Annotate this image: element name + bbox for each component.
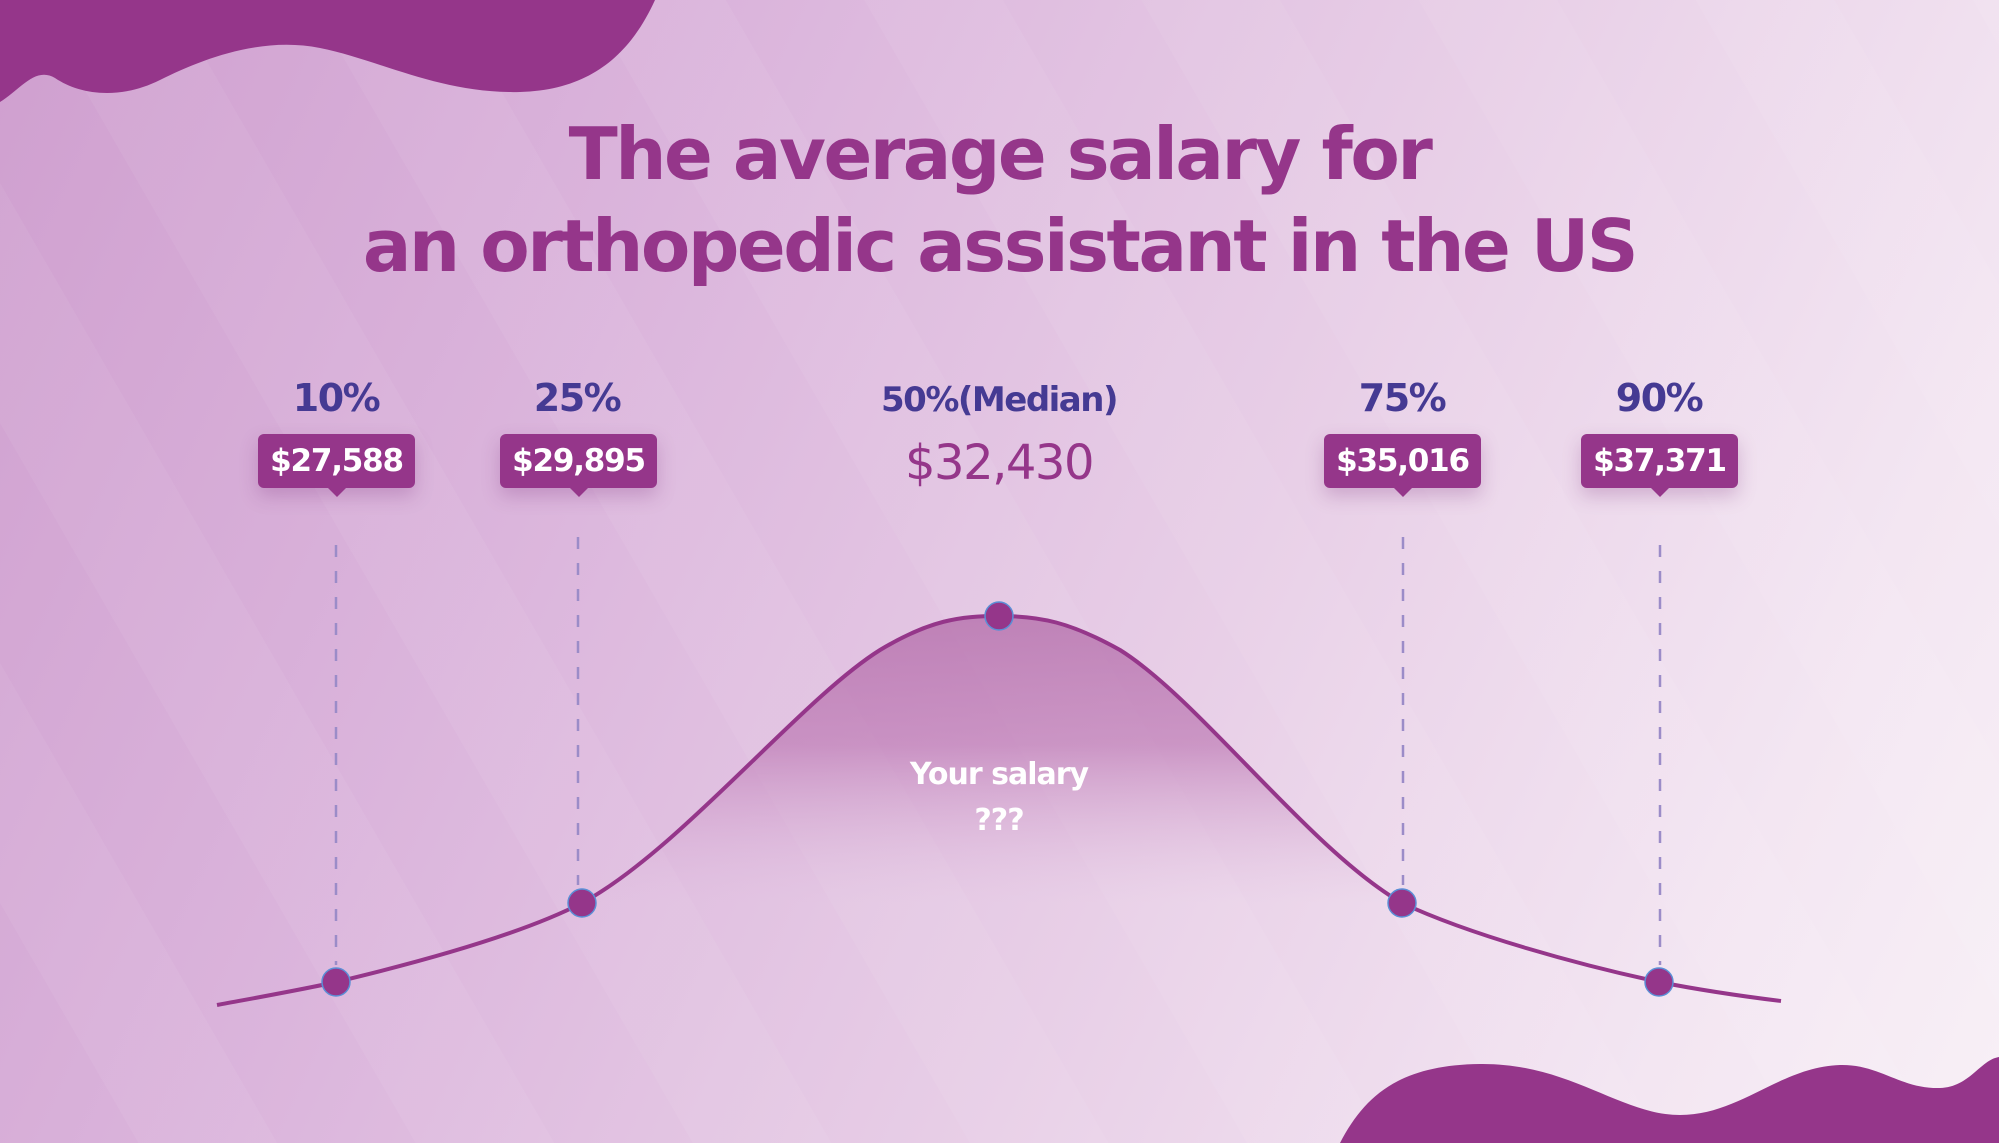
- salary-badge-90: $37,371: [1581, 434, 1738, 497]
- percentile-label-90: 90%: [1615, 376, 1704, 420]
- dot-90: [1644, 967, 1674, 997]
- title-line-1: The average salary for: [568, 112, 1433, 196]
- bottom-right-wave-decoration: [1340, 1057, 1999, 1143]
- percentile-label-10: 10%: [292, 376, 381, 420]
- salary-badge-10: $27,588: [258, 434, 415, 497]
- your-salary-label: Your salary: [909, 757, 1089, 792]
- percentile-label-25: 25%: [533, 376, 622, 420]
- curve-fill: [582, 616, 1402, 903]
- salary-badge-25: $29,895: [500, 434, 657, 497]
- median-salary-value: $32,430: [905, 435, 1095, 491]
- your-salary-annotation: Your salary ???: [849, 752, 1149, 844]
- percentile-label-75: 75%: [1358, 376, 1447, 420]
- dot-75: [1387, 888, 1417, 918]
- your-salary-unknown: ???: [974, 803, 1024, 838]
- percentile-label-median: 50%(Median): [881, 380, 1119, 420]
- dot-10: [321, 967, 351, 997]
- dot-25: [567, 888, 597, 918]
- page-title: The average salary for an orthopedic ass…: [0, 108, 1999, 292]
- dot-50: [984, 601, 1014, 631]
- top-left-wave-decoration: [0, 0, 655, 102]
- salary-badge-75: $35,016: [1324, 434, 1481, 497]
- title-line-2: an orthopedic assistant in the US: [362, 204, 1639, 288]
